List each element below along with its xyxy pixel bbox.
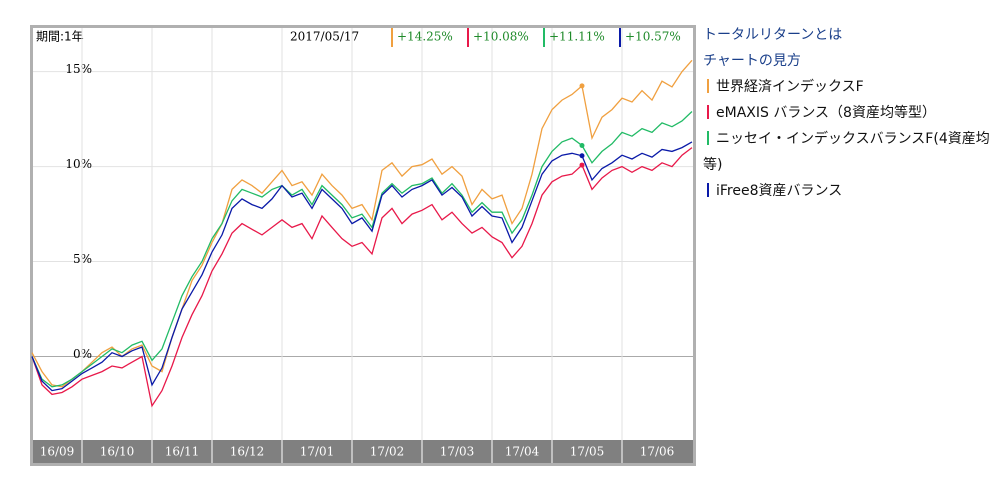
x-tick-label: 16/10: [100, 445, 135, 459]
x-tick-label: 17/02: [370, 445, 405, 459]
x-tick-label: 17/01: [300, 445, 335, 459]
legend-label: iFree8資産バランス: [716, 183, 843, 199]
x-tick-label: 16/09: [40, 445, 75, 459]
y-tick-label: 15%: [65, 62, 92, 76]
plot-area: [33, 28, 693, 440]
hover-value: +10.08%: [473, 30, 529, 44]
hover-date: 2017/05/17: [290, 30, 359, 44]
x-tick-label: 16/11: [165, 445, 200, 459]
legend-entry: ニッセイ・インデックスバランスF(4資産均等): [703, 126, 999, 178]
hover-dot: [579, 162, 585, 168]
legend-label: ニッセイ・インデックスバランスF(4資産均等): [703, 131, 990, 173]
legend-entry: eMAXIS バランス（8資産均等型）: [703, 100, 999, 126]
chart: 期間:1年 2017/05/17 0%5%10%15%16/0916/1016/…: [30, 25, 696, 466]
hover-dot: [579, 153, 585, 159]
legend-entry: iFree8資産バランス: [703, 178, 999, 204]
x-axis-bar: [33, 440, 693, 463]
legend-label: 世界経済インデックスF: [716, 79, 864, 95]
legend-swatch: [707, 183, 709, 197]
legend-entry: 世界経済インデックスF: [703, 74, 999, 100]
period-label: 期間:1年: [36, 30, 84, 44]
x-tick-label: 16/12: [230, 445, 265, 459]
x-tick-label: 17/03: [440, 445, 475, 459]
y-tick-label: 10%: [65, 157, 92, 171]
hover-value: +11.11%: [549, 30, 605, 44]
hover-value: +14.25%: [397, 30, 453, 44]
x-tick-label: 17/05: [570, 445, 605, 459]
side-panel: トータルリターンとは チャートの見方世界経済インデックスF eMAXIS バランス（…: [703, 22, 999, 204]
x-tick-label: 17/06: [640, 445, 675, 459]
legend-swatch: [707, 79, 709, 93]
legend-swatch: [707, 131, 709, 145]
hover-dot: [579, 143, 585, 149]
link[interactable]: トータルリターンとは: [703, 27, 843, 43]
hover-dot: [579, 83, 585, 89]
legend-label: eMAXIS バランス（8資産均等型）: [716, 105, 936, 121]
legend-swatch: [707, 105, 709, 119]
hover-value: +10.57%: [625, 30, 681, 44]
x-tick-label: 17/04: [505, 445, 540, 459]
link[interactable]: チャートの見方: [703, 53, 801, 69]
